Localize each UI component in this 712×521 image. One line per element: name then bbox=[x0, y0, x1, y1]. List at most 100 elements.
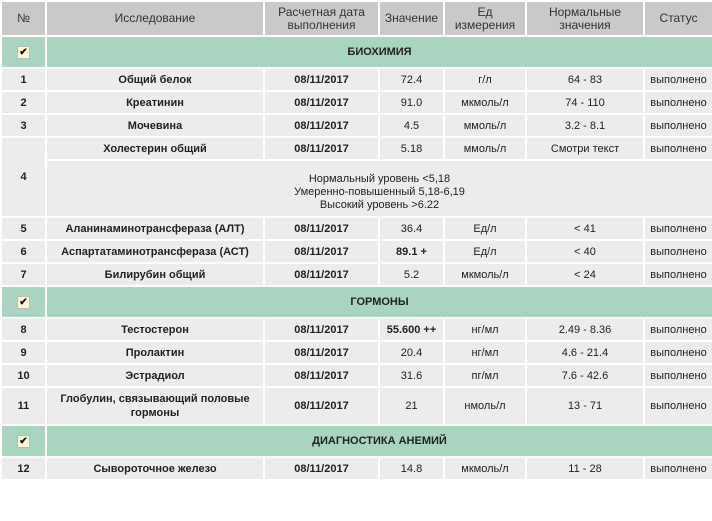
table-row: 1 Общий белок 08/11/2017 72.4 г/л 64 - 83 выпо… bbox=[0, 67, 712, 92]
test-name: Эстрадиол bbox=[45, 363, 265, 388]
test-status: выполнено bbox=[643, 340, 712, 365]
test-status: выполнено bbox=[643, 456, 712, 481]
test-norm: < 40 bbox=[525, 239, 645, 264]
test-unit: мкмоль/л bbox=[443, 456, 527, 481]
test-date: 08/11/2017 bbox=[263, 386, 380, 426]
checkbox-checked-icon[interactable]: ✔ bbox=[17, 295, 30, 309]
test-name: Пролактин bbox=[45, 340, 265, 365]
section-row: ✔ БИОХИМИЯ bbox=[0, 35, 712, 69]
col-value-header: Значение bbox=[378, 0, 445, 37]
col-test-header: Исследование bbox=[45, 0, 265, 37]
test-norm: 2.49 - 8.36 bbox=[525, 317, 645, 342]
test-status: выполнено bbox=[643, 67, 712, 92]
table-row: 5 Аланинаминотрансфераза (АЛТ) 08/11/2017 3… bbox=[0, 216, 712, 241]
test-norm: 11 - 28 bbox=[525, 456, 645, 481]
test-value: 55.600 ++ bbox=[378, 317, 445, 342]
test-norm: 64 - 83 bbox=[525, 67, 645, 92]
test-unit: ммоль/л bbox=[443, 113, 527, 138]
test-date: 08/11/2017 bbox=[263, 340, 380, 365]
section-checkbox-cell[interactable]: ✔ bbox=[0, 424, 47, 458]
test-date: 08/11/2017 bbox=[263, 113, 380, 138]
test-name: Мочевина bbox=[45, 113, 265, 138]
test-date: 08/11/2017 bbox=[263, 67, 380, 92]
test-unit: Ед/л bbox=[443, 216, 527, 241]
table-row: 9 Пролактин 08/11/2017 20.4 нг/мл 4.6 - 21.4 в… bbox=[0, 340, 712, 365]
test-date: 08/11/2017 bbox=[263, 262, 380, 287]
table-row: 4 Холестерин общий 08/11/2017 5.18 ммоль/л См… bbox=[0, 136, 712, 218]
row-number: 9 bbox=[0, 340, 47, 365]
test-status: выполнено bbox=[643, 113, 712, 138]
section-checkbox-cell[interactable]: ✔ bbox=[0, 35, 47, 69]
table-row: 10 Эстрадиол 08/11/2017 31.6 пг/мл 7.6 - 42.6… bbox=[0, 363, 712, 388]
test-name: Общий белок bbox=[45, 67, 265, 92]
test-value: 89.1 + bbox=[378, 239, 445, 264]
row-number: 12 bbox=[0, 456, 47, 481]
test-date: 08/11/2017 bbox=[263, 90, 380, 115]
row-number: 3 bbox=[0, 113, 47, 138]
col-unit-header: Ед измерения bbox=[443, 0, 527, 37]
table-row: 11 Глобулин, связывающий половые гормоны 0… bbox=[0, 386, 712, 426]
test-norm: 74 - 110 bbox=[525, 90, 645, 115]
test-date: 08/11/2017 bbox=[263, 239, 380, 264]
row-number: 1 bbox=[0, 67, 47, 92]
test-unit: пг/мл bbox=[443, 363, 527, 388]
test-unit: мкмоль/л bbox=[443, 90, 527, 115]
test-status: выполнено bbox=[643, 90, 712, 115]
results-table: № Исследование Расчетная дата выполнения Зн… bbox=[0, 0, 712, 481]
row-number: 8 bbox=[0, 317, 47, 342]
test-date: 08/11/2017 bbox=[263, 456, 380, 481]
test-norm: < 24 bbox=[525, 262, 645, 287]
test-date: 08/11/2017 bbox=[263, 317, 380, 342]
section-checkbox-cell[interactable]: ✔ bbox=[0, 285, 47, 319]
section-title: ГОРМОНЫ bbox=[45, 285, 712, 319]
test-name: Аланинаминотрансфераза (АЛТ) bbox=[45, 216, 265, 241]
row-number: 4 bbox=[0, 136, 47, 218]
col-norm-header: Нормальные значения bbox=[525, 0, 645, 37]
test-name: Аспартатаминотрансфераза (АСТ) bbox=[45, 239, 265, 264]
test-value: 31.6 bbox=[378, 363, 445, 388]
test-value: 36.4 bbox=[378, 216, 445, 241]
test-name: Глобулин, связывающий половые гормоны bbox=[45, 386, 265, 426]
test-value: 5.18 bbox=[378, 136, 445, 161]
note-line: Высокий уровень >6.22 bbox=[319, 199, 440, 211]
test-unit: нг/мл bbox=[443, 317, 527, 342]
test-value: 72.4 bbox=[378, 67, 445, 92]
checkbox-checked-icon[interactable]: ✔ bbox=[17, 434, 30, 448]
test-name: Тестостерон bbox=[45, 317, 265, 342]
test-unit: нг/мл bbox=[443, 340, 527, 365]
test-norm: 4.6 - 21.4 bbox=[525, 340, 645, 365]
test-value: 20.4 bbox=[378, 340, 445, 365]
test-unit: нмоль/л bbox=[443, 386, 527, 426]
section-row: ✔ ДИАГНОСТИКА АНЕМИЙ bbox=[0, 424, 712, 458]
reference-note: Нормальный уровень <5,18 Умеренно-повышен… bbox=[45, 159, 712, 218]
col-status-header: Статус bbox=[643, 0, 712, 37]
test-name: Билирубин общий bbox=[45, 262, 265, 287]
test-norm: 7.6 - 42.6 bbox=[525, 363, 645, 388]
test-norm: Смотри текст bbox=[525, 136, 645, 161]
col-date-header: Расчетная дата выполнения bbox=[263, 0, 380, 37]
test-norm: 13 - 71 bbox=[525, 386, 645, 426]
test-norm: 3.2 - 8.1 bbox=[525, 113, 645, 138]
test-status: выполнено bbox=[643, 386, 712, 426]
row-number: 11 bbox=[0, 386, 47, 426]
checkbox-checked-icon[interactable]: ✔ bbox=[17, 45, 30, 59]
test-date: 08/11/2017 bbox=[263, 363, 380, 388]
test-date: 08/11/2017 bbox=[263, 136, 380, 161]
test-status: выполнено bbox=[643, 363, 712, 388]
test-value: 4.5 bbox=[378, 113, 445, 138]
test-unit: мкмоль/л bbox=[443, 262, 527, 287]
note-line: Умеренно-повышенный 5,18-6,19 bbox=[294, 186, 465, 198]
test-norm: < 41 bbox=[525, 216, 645, 241]
table-header: № Исследование Расчетная дата выполнения Зн… bbox=[0, 0, 712, 37]
section-title: БИОХИМИЯ bbox=[45, 35, 712, 69]
table-row: 7 Билирубин общий 08/11/2017 5.2 мкмоль/л < 2… bbox=[0, 262, 712, 287]
test-value: 21 bbox=[378, 386, 445, 426]
row-number: 7 bbox=[0, 262, 47, 287]
row-number: 5 bbox=[0, 216, 47, 241]
test-value: 91.0 bbox=[378, 90, 445, 115]
table-row: 2 Креатинин 08/11/2017 91.0 мкмоль/л 74 - 110… bbox=[0, 90, 712, 115]
col-number-header: № bbox=[0, 0, 47, 37]
test-status: выполнено bbox=[643, 136, 712, 161]
test-unit: ммоль/л bbox=[443, 136, 527, 161]
row-number: 2 bbox=[0, 90, 47, 115]
